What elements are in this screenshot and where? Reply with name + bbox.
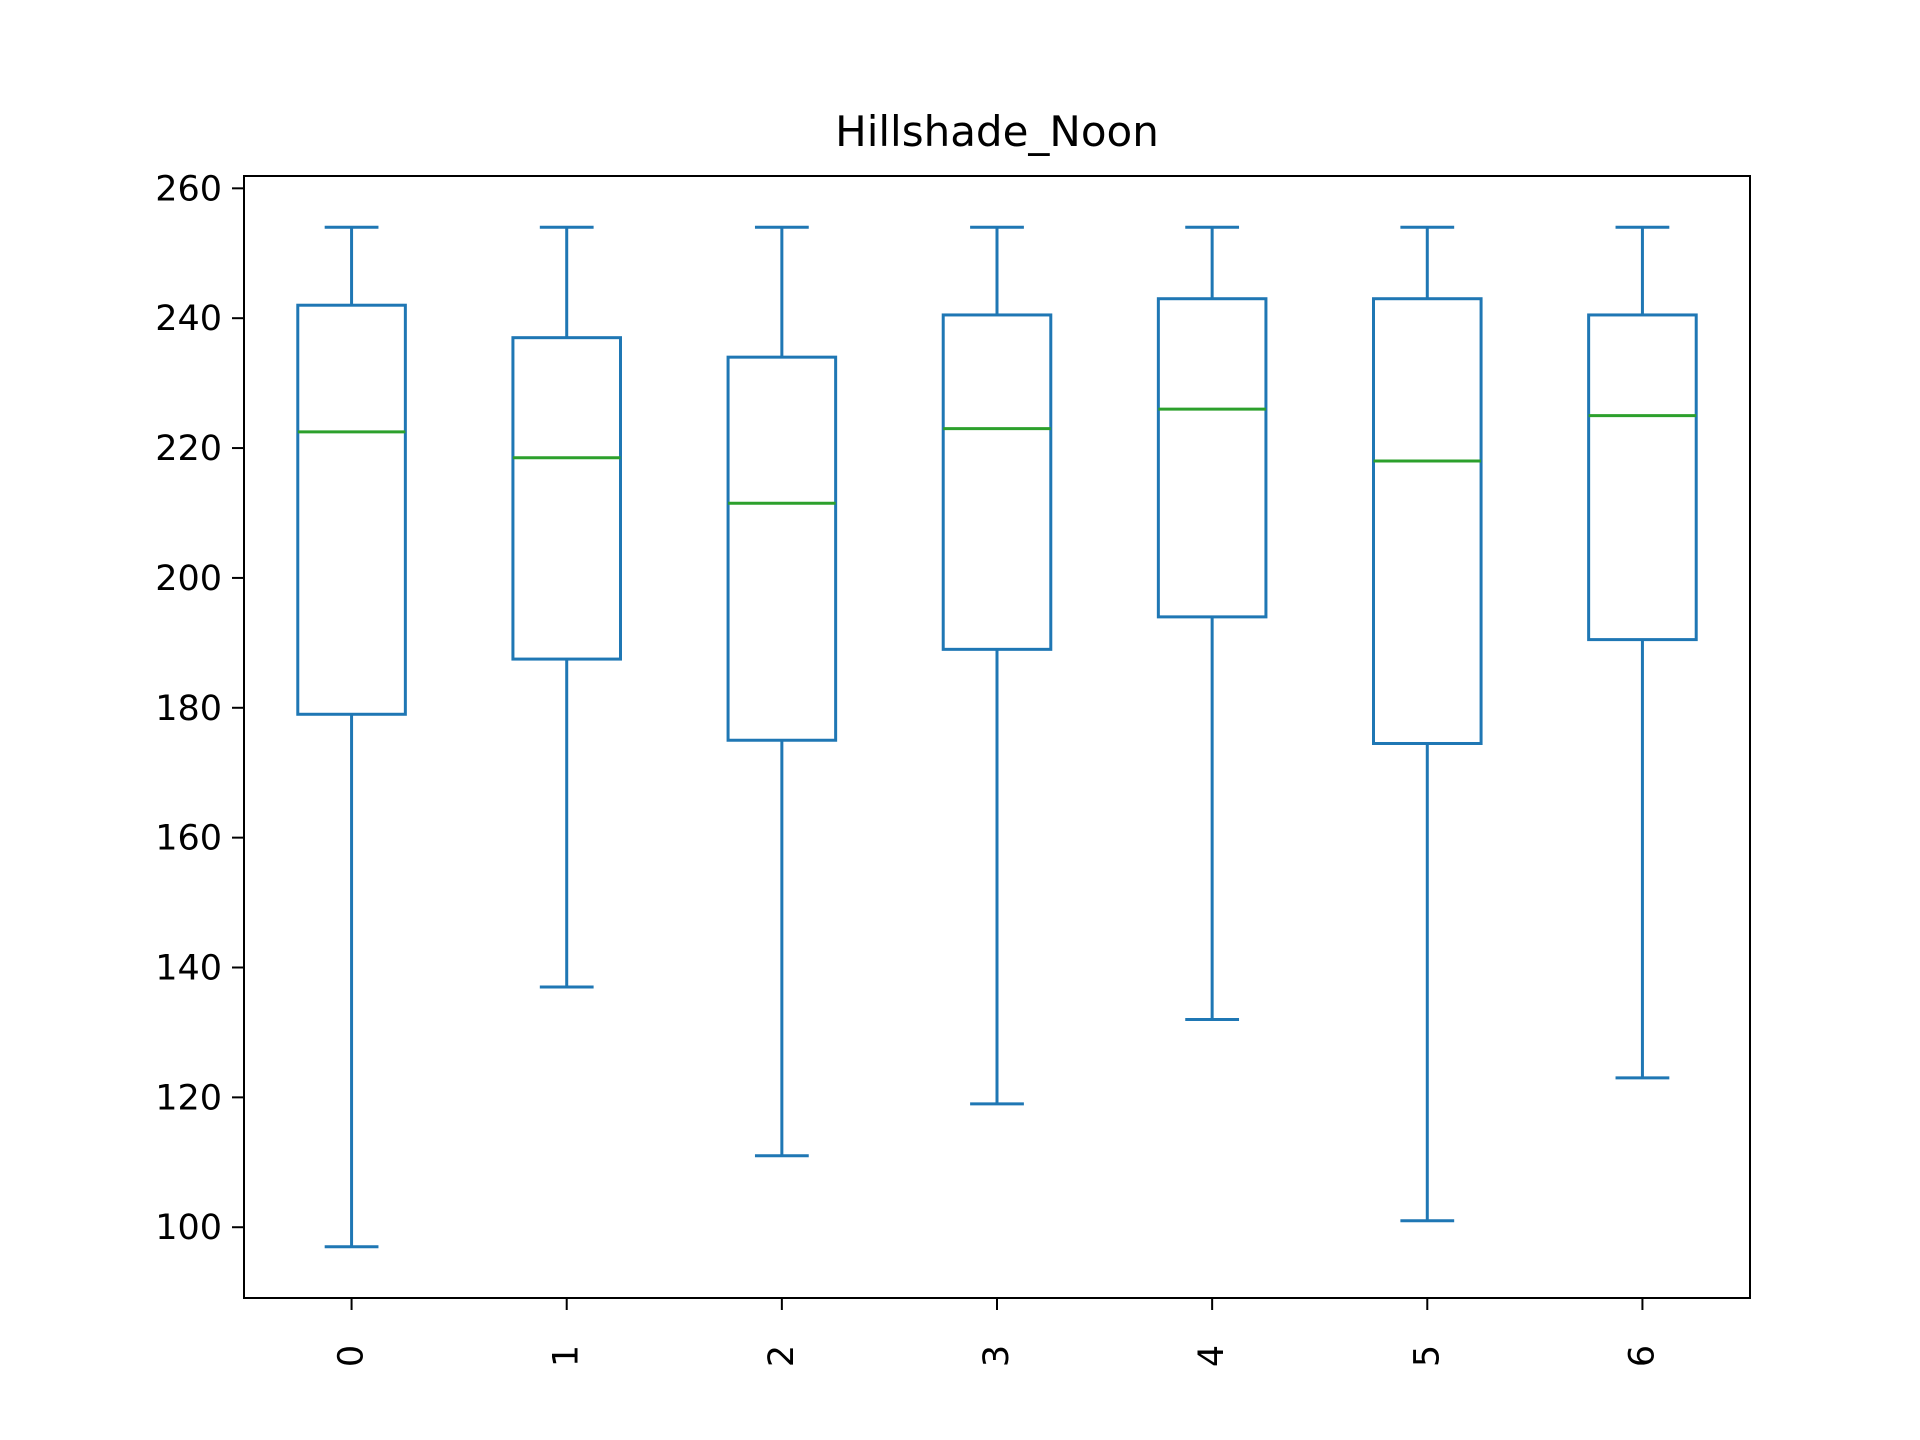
box-1 [511,336,623,661]
y-tick-label-180: 180 [155,689,222,729]
x-tick-label-6: 6 [1622,1345,1662,1367]
x-tick-label-4: 4 [1192,1345,1232,1367]
box-2 [726,355,838,742]
x-tick-label-3: 3 [977,1345,1017,1367]
box-4 [1156,297,1268,619]
box-6 [1587,313,1698,642]
y-tick-label-140: 140 [155,949,222,989]
plot-area: 100 120 140 160 180 200 220 240 260 0 1 2 3 4 5 6 [155,169,1698,1367]
x-tick-label-2: 2 [762,1345,802,1367]
box-0 [296,303,407,716]
y-tick-label-240: 240 [155,299,222,339]
y-tick-label-200: 200 [155,559,222,599]
y-tick-label-260: 260 [155,169,222,209]
x-tick-label-1: 1 [547,1345,587,1367]
box-3 [941,313,1053,651]
y-tick-label-220: 220 [155,429,222,469]
axes-frame [243,175,1751,1299]
y-tick-label-160: 160 [155,819,222,859]
box-5 [1372,297,1483,745]
x-tick-label-0: 0 [332,1345,372,1367]
y-tick-label-120: 120 [155,1078,222,1118]
x-tick-label-5: 5 [1407,1345,1447,1367]
chart-title: Hillshade_Noon [835,107,1159,156]
y-tick-label-100: 100 [155,1208,222,1248]
